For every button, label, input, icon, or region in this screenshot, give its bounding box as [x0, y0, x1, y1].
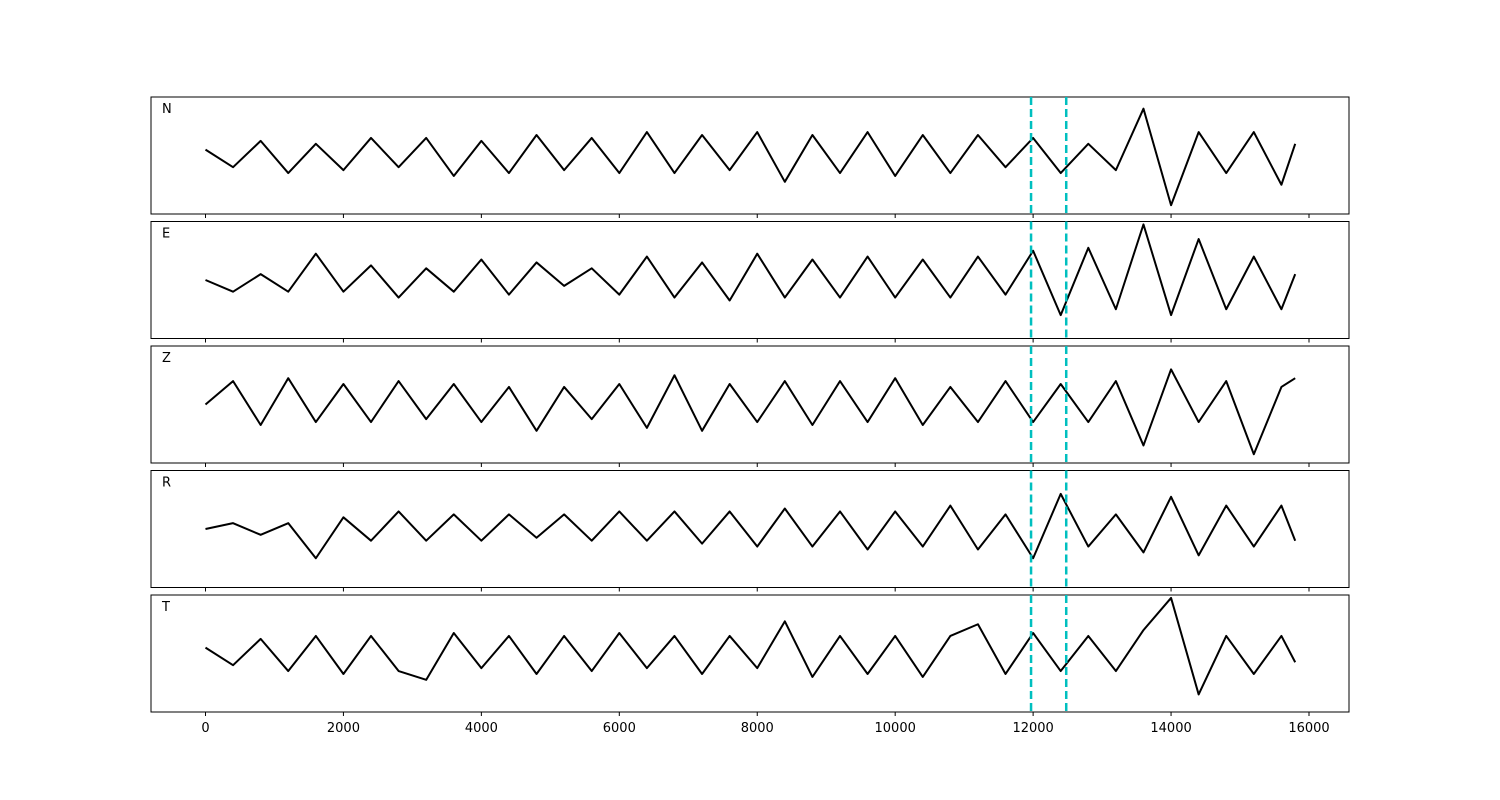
x-tick-label: 6000 [603, 721, 636, 736]
panel-label: Z [162, 351, 171, 366]
panel-label: T [161, 600, 170, 615]
panel-label: E [162, 227, 170, 242]
x-tick-label: 8000 [741, 721, 774, 736]
panel-frame [150, 96, 1350, 215]
x-tick-label: 4000 [465, 721, 498, 736]
panel-label: N [162, 102, 172, 117]
x-tick-label: 16000 [1288, 721, 1329, 736]
x-tick-label: 12000 [1012, 721, 1053, 736]
trace [204, 596, 1297, 696]
x-tick-label: 2000 [327, 721, 360, 736]
trace [205, 223, 1297, 317]
panel-frame [150, 345, 1350, 464]
x-tick-label: 0 [201, 721, 209, 736]
panel-frame [150, 594, 1350, 713]
trace [204, 107, 1297, 207]
panel-frame [150, 470, 1350, 588]
x-tick-label: 14000 [1150, 721, 1191, 736]
panel-frame [150, 221, 1350, 339]
panel-label: R [162, 476, 171, 491]
trace [204, 368, 1296, 456]
trace [205, 492, 1297, 560]
x-tick-label: 10000 [875, 721, 916, 736]
